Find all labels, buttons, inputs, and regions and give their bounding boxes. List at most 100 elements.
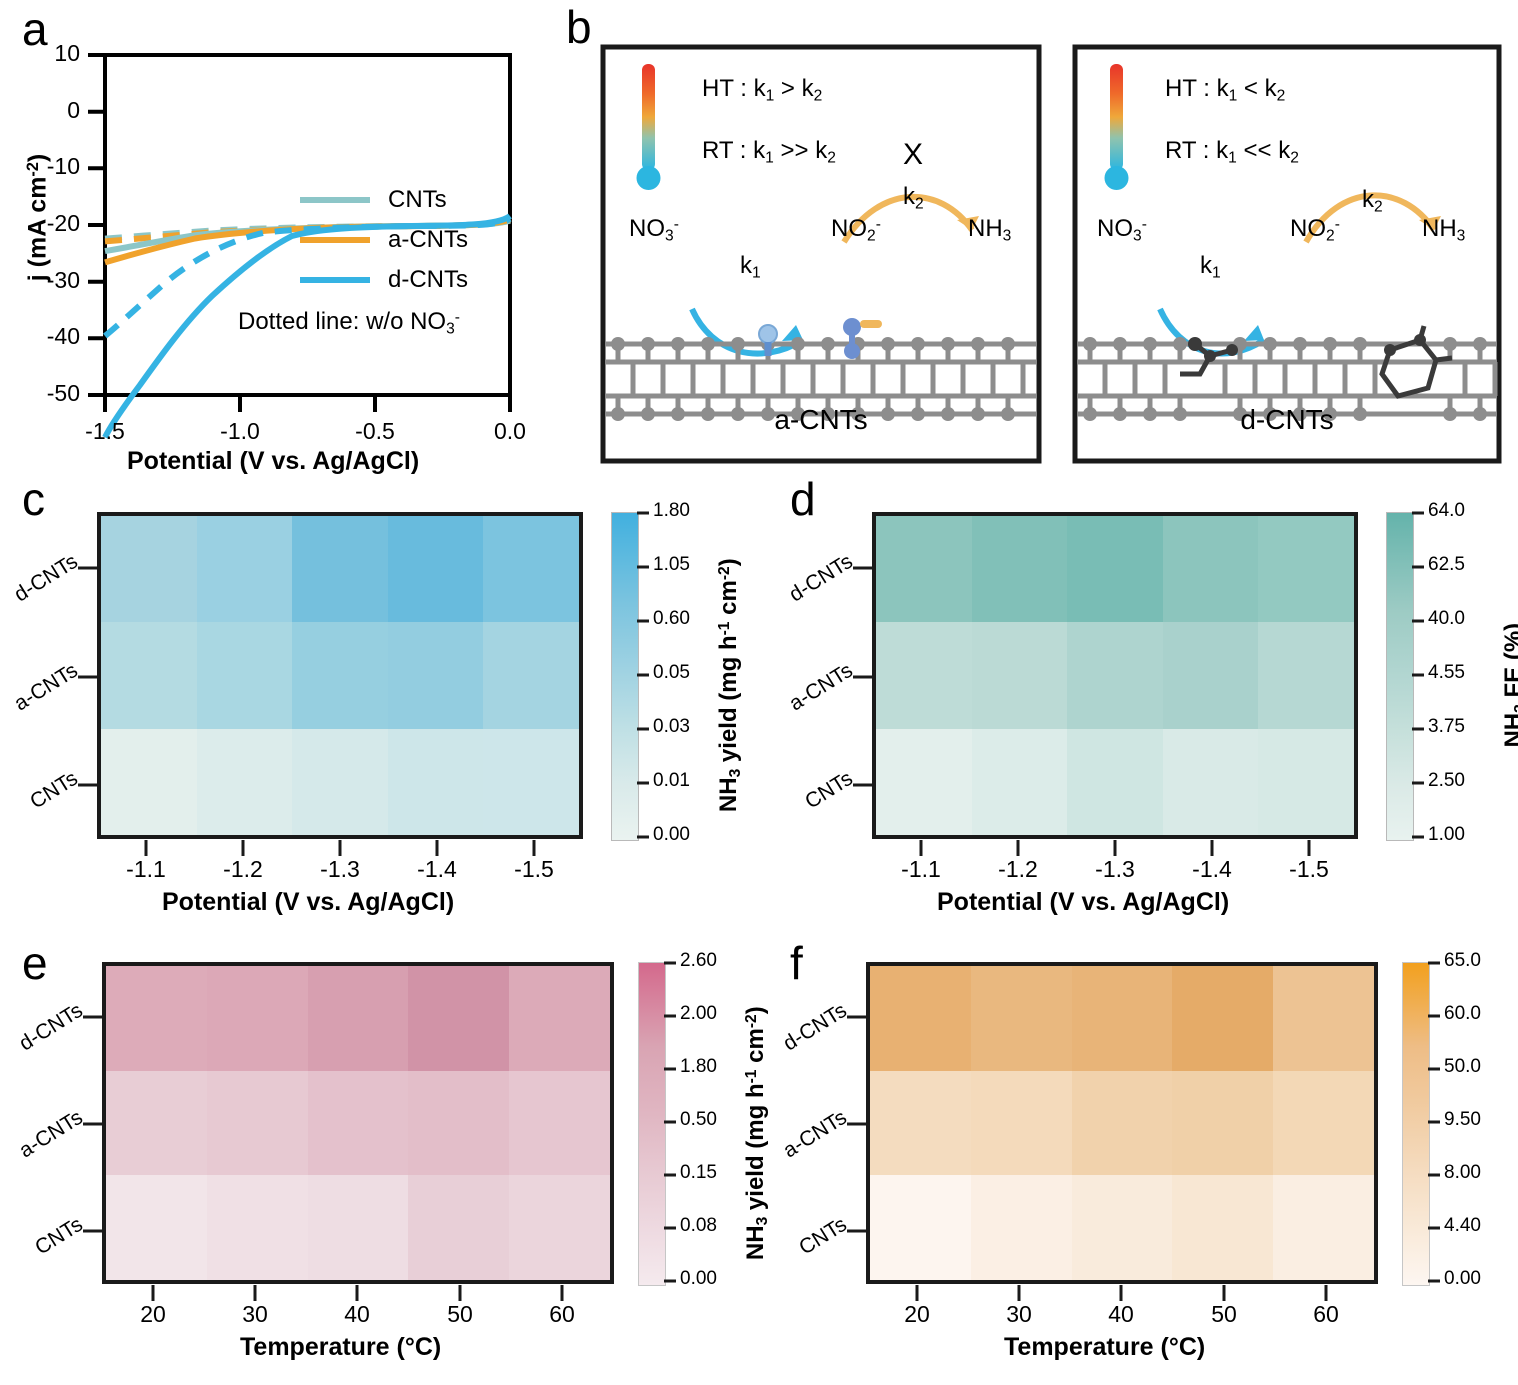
colorbar-f-tick-2: 8.00 xyxy=(1444,1162,1481,1183)
heatmap-d-yticks xyxy=(853,566,873,787)
colorbar-c xyxy=(611,512,639,841)
dcnts-ht-sub1: 1 xyxy=(1228,87,1238,105)
panel-a-ytick-6: -50 xyxy=(46,380,80,406)
schematic-acnts xyxy=(600,44,1042,464)
colorbar-e-tick-3: 0.50 xyxy=(680,1109,717,1130)
panel-a-ytick-1: 0 xyxy=(67,97,80,123)
colorbar-d xyxy=(1386,512,1414,841)
panel-a-yaxis-title-text: j (mA cm xyxy=(23,176,52,282)
schematic-acnts-k2: k2 xyxy=(903,183,924,213)
schematic-acnts-ht-label: HT : k1 > k2 xyxy=(702,75,822,105)
legend-label-cnts: CNTs xyxy=(388,186,447,213)
panel-letter-a: a xyxy=(22,3,48,55)
colorbar-e-tick-1: 0.08 xyxy=(680,1215,717,1236)
acnts-rt-rel: >> k xyxy=(773,137,828,164)
dcnts-k2-label: k xyxy=(1362,186,1374,213)
acnts-ht-sub2: 2 xyxy=(813,87,823,105)
panel-a-yaxis-title: j (mA cm-2) xyxy=(24,88,53,348)
dcnts-no2-sup: - xyxy=(1334,215,1340,233)
heatmap-e-xtick-1: 30 xyxy=(242,1301,268,1327)
heatmap-f-xtick-3: 50 xyxy=(1211,1301,1237,1327)
heatmap-f-xtick-0: 20 xyxy=(904,1301,930,1327)
panel-a-ytick-3: -20 xyxy=(46,210,80,236)
dcnts-rt-pre: RT : k xyxy=(1165,137,1229,164)
colorbar-d-tick-5: 62.5 xyxy=(1428,554,1465,575)
dcnts-k2-sub: 2 xyxy=(1374,198,1383,216)
heatmap-c-xtick-0: -1.1 xyxy=(126,856,166,882)
colorbar-d-tick-4: 40.0 xyxy=(1428,608,1465,629)
colorbar-d-tick-0: 1.00 xyxy=(1428,824,1465,845)
panel-a-xtick-0: -1.5 xyxy=(85,418,125,444)
heatmap-d-row-dcnts xyxy=(876,516,1354,623)
panel-a-ytick-5: -40 xyxy=(46,323,80,349)
schematic-acnts-species-no3: NO3- xyxy=(629,215,679,245)
schematic-acnts-border xyxy=(600,44,1042,464)
dcnts-no3-sup: - xyxy=(1141,215,1147,233)
schematic-acnts-k1: k1 xyxy=(740,252,761,282)
heatmap-c-xtick-4: -1.5 xyxy=(514,856,554,882)
heatmap-c-xtick-3: -1.4 xyxy=(417,856,457,882)
acnts-k2-sub: 2 xyxy=(915,195,924,213)
acnts-rt-sub2: 2 xyxy=(827,149,836,167)
schematic-dcnts-species-no2: NO2- xyxy=(1290,215,1340,245)
panel-letter-e: e xyxy=(22,937,48,989)
heatmap-c-xticks xyxy=(144,840,536,856)
schematic-acnts-caption: a-CNTs xyxy=(774,404,868,435)
legend-label-dcnts: d-CNTs xyxy=(388,266,469,293)
dcnts-nh3-main: NH xyxy=(1422,215,1457,242)
dcnts-no3-main: NO xyxy=(1097,215,1133,242)
colorbar-c-tick-3: 0.05 xyxy=(653,662,690,683)
panel-a-xaxis-title: Potential (V vs. Ag/AgCl) xyxy=(127,447,419,476)
colorbar-f xyxy=(1402,962,1430,1286)
acnts-no3-sub: 3 xyxy=(665,227,674,245)
colorbar-e-tick-0: 0.00 xyxy=(680,1268,717,1289)
colorbar-d-title: NH3 FE (%) xyxy=(1499,622,1518,748)
colorbar-e-tick-6: 2.60 xyxy=(680,950,717,971)
colorbar-c-ticks xyxy=(637,511,649,839)
panel-a-chart xyxy=(88,53,512,439)
colorbar-c-tick-0: 0.00 xyxy=(653,824,690,845)
panel-a-yaxis-title-close: ) xyxy=(23,153,52,163)
schematic-dcnts-caption: d-CNTs xyxy=(1240,404,1334,435)
colorbar-e xyxy=(638,962,666,1286)
heatmap-d-xaxis-title: Potential (V vs. Ag/AgCl) xyxy=(937,888,1230,916)
heatmap-f-xtick-2: 40 xyxy=(1108,1301,1134,1327)
legend-note-text: Dotted line: w/o NO xyxy=(238,308,447,335)
heatmap-d-row-acnts xyxy=(876,622,1354,729)
panel-a-xaxis-title-text: Potential (V vs. Ag/AgCl) xyxy=(127,447,420,475)
heatmap-e xyxy=(102,962,614,1284)
schematic-dcnts-ht-label: HT : k1 < k2 xyxy=(1165,75,1285,105)
heatmap-f-xtick-4: 60 xyxy=(1313,1301,1339,1327)
acnts-ht-sub1: 1 xyxy=(765,87,775,105)
colorbar-c-tick-5: 1.05 xyxy=(653,554,690,575)
colorbar-e-tick-2: 0.15 xyxy=(680,1162,717,1183)
colorbar-f-tick-4: 50.0 xyxy=(1444,1056,1481,1077)
heatmap-f-xticks xyxy=(915,1285,1328,1301)
acnts-nh3-main: NH xyxy=(968,215,1003,242)
dcnts-ht-pre: HT : k xyxy=(1165,75,1229,102)
colorbar-d-tick-3: 4.55 xyxy=(1428,662,1465,683)
heatmap-d-xtick-1: -1.2 xyxy=(998,856,1038,882)
acnts-no2-main: NO xyxy=(831,215,867,242)
heatmap-c-yticks xyxy=(78,566,98,787)
acnts-ht-rel: > k xyxy=(774,75,814,102)
heatmap-e-row-cnts xyxy=(106,1175,610,1281)
schematic-acnts-blocked-x-icon: X xyxy=(903,138,924,171)
heatmap-c-xtick-2: -1.3 xyxy=(320,856,360,882)
colorbar-e-tick-4: 1.80 xyxy=(680,1056,717,1077)
heatmap-f-xaxis-title: Temperature (°C) xyxy=(1004,1333,1206,1361)
dcnts-no2-main: NO xyxy=(1290,215,1326,242)
colorbar-f-tick-5: 60.0 xyxy=(1444,1003,1481,1024)
panel-a-xtick-3: 0.0 xyxy=(494,418,526,444)
colorbar-d-tick-1: 2.50 xyxy=(1428,770,1465,791)
heatmap-d-xticks xyxy=(919,840,1311,856)
acnts-rt-pre: RT : k xyxy=(702,137,766,164)
dcnts-rt-sub1: 1 xyxy=(1228,149,1237,167)
schematic-dcnts xyxy=(1072,44,1502,464)
dcnts-nh3-sub: 3 xyxy=(1456,227,1466,245)
heatmap-e-xtick-0: 20 xyxy=(140,1301,166,1327)
acnts-k1-label: k xyxy=(740,252,752,279)
colorbar-c-tick-2: 0.03 xyxy=(653,716,690,737)
panel-a-ytick-0: 10 xyxy=(54,40,80,66)
